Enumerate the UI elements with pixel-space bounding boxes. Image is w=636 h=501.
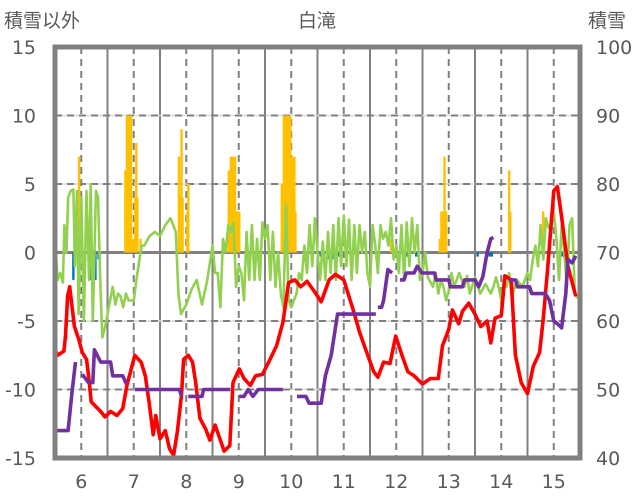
x-tick-label: 12 (384, 471, 408, 493)
left-tick-label: -10 (5, 380, 36, 402)
plot-frame (52, 44, 583, 461)
chart-title: 白滝 (298, 10, 336, 32)
orange-bar (280, 184, 283, 253)
right-tick-label: 40 (596, 448, 620, 470)
right-tick-label: 100 (596, 37, 632, 59)
x-tick-label: 13 (437, 471, 461, 493)
green-line (53, 182, 580, 339)
orange-bar (125, 115, 129, 253)
orange-bar (293, 156, 296, 253)
blue-bar (415, 252, 418, 257)
orange-bar (181, 197, 184, 253)
left-tick-label: -15 (5, 448, 36, 470)
bar-series (72, 115, 568, 280)
orange-bar (127, 115, 131, 253)
orange-bar (227, 170, 230, 253)
orange-bar (438, 238, 442, 253)
left-tick-label: 0 (24, 243, 36, 265)
orange-bar (294, 211, 297, 253)
orange-bar (542, 211, 545, 253)
left-tick-label: 15 (12, 37, 36, 59)
blue-bar (488, 252, 491, 257)
orange-bar (235, 211, 239, 253)
left-tick-label: -5 (17, 311, 36, 333)
blue-bar (476, 252, 479, 257)
orange-bar (233, 156, 237, 253)
left-tick-label: 5 (24, 174, 36, 196)
blue-bar (72, 252, 75, 280)
left-axis-title: 積雪以外 (4, 10, 80, 32)
right-tick-label: 90 (596, 106, 620, 128)
orange-bar (77, 156, 81, 253)
orange-bar (229, 156, 233, 253)
right-axis-title: 積雪 (588, 10, 626, 32)
right-tick-label: 60 (596, 311, 620, 333)
x-tick-label: 7 (128, 471, 140, 493)
orange-bar (291, 156, 294, 253)
orange-bar (389, 238, 393, 253)
orange-bar (177, 156, 181, 253)
orange-bar (238, 211, 241, 253)
x-tick-label: 8 (180, 471, 192, 493)
x-tick-label: 14 (489, 471, 513, 493)
orange-bar (132, 238, 135, 253)
blue-bar (405, 252, 408, 257)
blue-bar (337, 252, 340, 257)
orange-bar (443, 156, 446, 253)
orange-bar (180, 129, 183, 253)
right-tick-label: 50 (596, 380, 620, 402)
right-tick-label: 80 (596, 174, 620, 196)
line-series (53, 182, 580, 458)
orange-bar (282, 115, 286, 253)
orange-bar (231, 156, 235, 253)
orange-bar (441, 211, 444, 253)
left-tick-label: 10 (12, 106, 36, 128)
x-tick-label: 11 (332, 471, 356, 493)
orange-bar (129, 115, 133, 253)
x-tick-label: 9 (233, 471, 245, 493)
x-tick-label: 6 (75, 471, 87, 493)
x-tick-label: 15 (542, 471, 566, 493)
orange-bar (136, 197, 139, 253)
orange-bar (187, 184, 190, 253)
orange-bar (284, 115, 288, 253)
orange-bar (289, 115, 292, 253)
orange-bar (444, 211, 448, 253)
purple-line (55, 235, 578, 433)
orange-bar (124, 170, 127, 253)
orange-bar (508, 211, 512, 253)
red-line (53, 184, 578, 458)
blue-bar (561, 252, 564, 257)
blue-bar (490, 252, 493, 257)
orange-bar (286, 115, 290, 253)
x-tick-label: 10 (279, 471, 303, 493)
right-tick-label: 70 (596, 243, 620, 265)
